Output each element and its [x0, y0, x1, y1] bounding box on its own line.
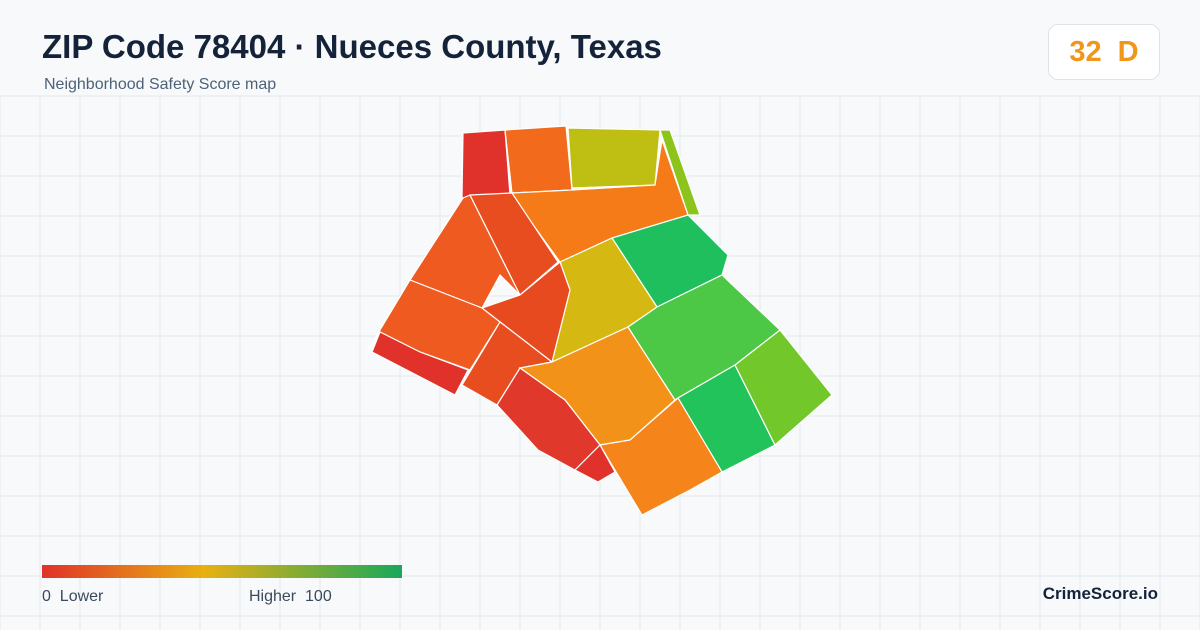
- brand: CrimeScore.io: [1042, 584, 1158, 603]
- region: [567, 127, 661, 189]
- legend-max-label: Higher: [249, 588, 297, 605]
- legend-min: 0: [42, 588, 51, 605]
- legend-high: Higher 100: [249, 588, 332, 606]
- region: [734, 329, 833, 446]
- regions: [367, 125, 833, 516]
- subtitle: Neighborhood Safety Score map: [44, 76, 277, 93]
- region: [504, 125, 573, 194]
- score: 32: [1069, 35, 1102, 68]
- legend-min-label: Lower: [59, 588, 104, 605]
- region: [371, 331, 469, 396]
- legend-bar: [42, 565, 402, 578]
- region: [573, 444, 616, 483]
- score-badge: 32 D: [1048, 24, 1160, 80]
- title: ZIP Code 78404 · Nueces County, Texas: [42, 28, 662, 65]
- legend-max: 100: [305, 588, 332, 605]
- legend-low: 0 Lower: [42, 588, 103, 606]
- region: [461, 129, 511, 199]
- grade: D: [1117, 35, 1139, 68]
- region: [469, 192, 559, 296]
